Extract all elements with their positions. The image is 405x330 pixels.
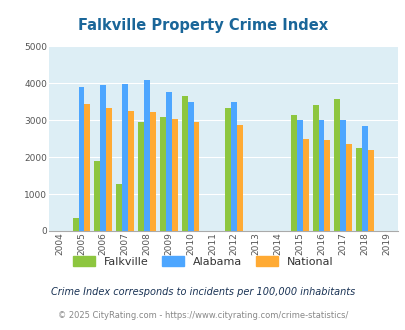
Bar (361, 126, 367, 231)
Bar (193, 122, 199, 231)
Text: Crime Index corresponds to incidents per 100,000 inhabitants: Crime Index corresponds to incidents per… (51, 287, 354, 297)
Bar (72, 218, 78, 231)
Bar (187, 102, 193, 231)
Bar (231, 102, 237, 231)
Bar (339, 120, 345, 231)
Bar (345, 144, 351, 231)
Bar (356, 148, 361, 231)
Bar (144, 80, 149, 231)
Bar (160, 117, 165, 231)
Bar (138, 122, 144, 231)
Text: © 2025 CityRating.com - https://www.cityrating.com/crime-statistics/: © 2025 CityRating.com - https://www.city… (58, 311, 347, 320)
Legend: Falkville, Alabama, National: Falkville, Alabama, National (68, 251, 337, 271)
Bar (106, 108, 112, 231)
Bar (94, 161, 100, 231)
Bar (181, 96, 187, 231)
Bar (334, 99, 339, 231)
Bar (302, 139, 308, 231)
Bar (149, 112, 156, 231)
Bar (312, 105, 318, 231)
Text: Falkville Property Crime Index: Falkville Property Crime Index (78, 18, 327, 33)
Bar (128, 111, 134, 231)
Bar (367, 150, 373, 231)
Bar (296, 120, 302, 231)
Bar (165, 92, 171, 231)
Bar (122, 84, 128, 231)
Bar (116, 184, 122, 231)
Bar (171, 119, 177, 231)
Bar (324, 140, 330, 231)
Bar (237, 124, 243, 231)
Bar (100, 85, 106, 231)
Bar (84, 104, 90, 231)
Bar (318, 120, 324, 231)
Bar (290, 115, 296, 231)
Bar (78, 87, 84, 231)
Bar (225, 108, 231, 231)
